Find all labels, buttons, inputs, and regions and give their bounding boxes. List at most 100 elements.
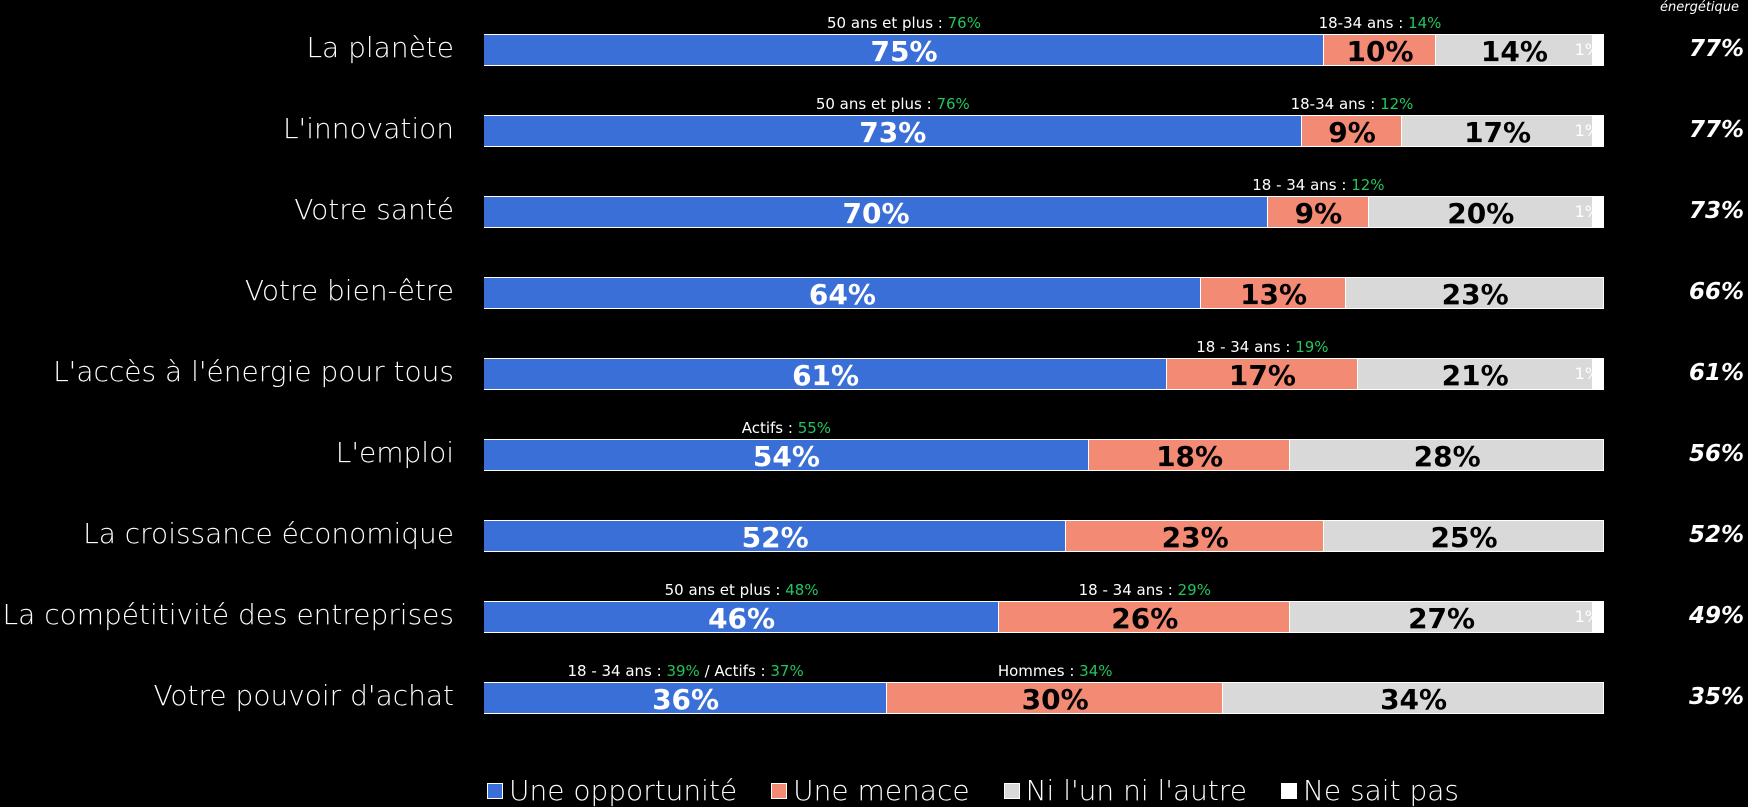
bar-segment xyxy=(1592,116,1604,146)
data-label: 1% xyxy=(1574,121,1600,140)
category-label: Votre santé xyxy=(294,193,454,226)
segment-annotation: Actifs : 55% xyxy=(742,421,831,436)
category-label: Votre pouvoir d'achat xyxy=(153,679,454,712)
segment-annotation: 18-34 ans : 14% xyxy=(1319,16,1442,31)
bar-segment xyxy=(1324,521,1604,551)
bar-segment xyxy=(1200,278,1347,308)
legend-label: Ni l'un ni l'autre xyxy=(1025,774,1247,807)
annotation-text: 18-34 ans : xyxy=(1290,95,1381,113)
legend-item: Ni l'un ni l'autre xyxy=(1003,774,1247,807)
bar-segment xyxy=(1346,278,1604,308)
data-label: 1% xyxy=(1574,202,1600,221)
legend-label: Une menace xyxy=(793,774,970,807)
bar-segment xyxy=(484,278,1201,308)
category-label: L'emploi xyxy=(335,436,454,469)
legend-swatch xyxy=(1280,782,1297,799)
bar-segment xyxy=(484,602,1000,632)
bar-segment xyxy=(1368,197,1593,227)
annotation-text: / Actifs : xyxy=(699,662,771,680)
annotation-value: 76% xyxy=(936,95,970,113)
segment-annotation: 18-34 ans : 12% xyxy=(1291,97,1414,112)
annotation-value: 14% xyxy=(1408,14,1442,32)
bar-segment xyxy=(484,359,1168,389)
side-note: énergétique xyxy=(1660,0,1740,15)
row-total: 49% xyxy=(1688,603,1744,629)
bar-segment xyxy=(1088,440,1291,470)
segment-annotation: 50 ans et plus : 76% xyxy=(827,16,981,31)
bar-segment xyxy=(1592,602,1604,632)
legend-swatch xyxy=(487,782,504,799)
bar-segment xyxy=(887,683,1224,713)
legend-item: Une opportunité xyxy=(487,774,737,807)
bar-segment xyxy=(1357,359,1593,389)
row-total: 77% xyxy=(1688,117,1744,143)
row-total: 73% xyxy=(1688,198,1744,224)
annotation-text: Actifs : xyxy=(741,419,798,437)
annotation-value: 37% xyxy=(770,662,804,680)
data-label: 1% xyxy=(1574,607,1600,626)
bar-segment xyxy=(484,197,1268,227)
segment-annotation: 18 - 34 ans : 12% xyxy=(1252,178,1384,193)
legend-swatch xyxy=(1003,782,1020,799)
bar-segment xyxy=(484,521,1067,551)
annotation-value: 48% xyxy=(785,581,819,599)
annotation-value: 55% xyxy=(797,419,832,437)
annotation-text: 50 ans et plus : xyxy=(827,14,948,32)
bar-segment xyxy=(484,683,888,713)
legend-label: Ne sait pas xyxy=(1302,774,1459,807)
row-total: 66% xyxy=(1688,279,1744,305)
bar-segment xyxy=(1592,359,1604,389)
category-label: Votre bien-être xyxy=(244,274,454,307)
bar-segment xyxy=(1290,440,1604,470)
bar-segment xyxy=(1324,35,1436,65)
bar-segment xyxy=(1592,197,1604,227)
segment-annotation: 50 ans et plus : 76% xyxy=(816,97,970,112)
category-label: La croissance économique xyxy=(83,517,454,550)
segment-annotation: Hommes : 34% xyxy=(998,664,1113,679)
annotation-value: 76% xyxy=(947,14,981,32)
row-total: 61% xyxy=(1688,360,1744,386)
bar-segment xyxy=(1167,359,1358,389)
bar-segment xyxy=(484,35,1324,65)
bar-segment xyxy=(1402,116,1593,146)
annotation-text: 50 ans et plus : xyxy=(664,581,786,599)
legend-swatch xyxy=(771,782,788,799)
segment-annotation: 18 - 34 ans : 19% xyxy=(1196,340,1328,355)
legend-item: Une menace xyxy=(771,774,970,807)
annotation-value: 12% xyxy=(1351,176,1385,194)
row-total: 52% xyxy=(1688,522,1744,548)
category-label: La compétitivité des entreprises xyxy=(2,598,454,631)
legend: Une opportunité Une menace Ni l'un ni l'au… xyxy=(0,774,1748,807)
bar-segment xyxy=(1436,35,1593,65)
bar-segment xyxy=(484,440,1089,470)
category-label: L'innovation xyxy=(282,112,454,145)
bar-segment xyxy=(1592,35,1604,65)
row-total: 56% xyxy=(1688,441,1744,467)
bar-segment xyxy=(1301,116,1403,146)
segment-annotation: 18 - 34 ans : 39% / Actifs : 37% xyxy=(567,664,803,679)
annotation-value: 34% xyxy=(1079,662,1113,680)
annotation-value: 19% xyxy=(1295,338,1329,356)
annotation-value: 12% xyxy=(1380,95,1414,113)
category-label: L'accès à l'énergie pour tous xyxy=(53,355,454,388)
annotation-text: 18 - 34 ans : xyxy=(1252,176,1352,194)
data-label: 1% xyxy=(1574,40,1600,59)
segment-annotation: 18 - 34 ans : 29% xyxy=(1079,583,1211,598)
bar-segment xyxy=(484,116,1302,146)
category-label: La planète xyxy=(306,31,454,64)
annotation-text: 18 - 34 ans : xyxy=(1078,581,1178,599)
bar-segment xyxy=(999,602,1291,632)
data-label: 1% xyxy=(1574,364,1600,383)
legend-label: Une opportunité xyxy=(509,774,738,807)
row-total: 77% xyxy=(1688,36,1744,62)
annotation-value: 29% xyxy=(1177,581,1211,599)
annotation-value: 39% xyxy=(666,662,700,680)
bar-segment xyxy=(1290,602,1593,632)
annotation-text: 50 ans et plus : xyxy=(815,95,937,113)
annotation-text: 18 - 34 ans : xyxy=(1196,338,1296,356)
annotation-text: 18 - 34 ans : xyxy=(567,662,667,680)
bar-segment xyxy=(1223,683,1604,713)
annotation-text: Hommes : xyxy=(997,662,1080,680)
segment-annotation: 50 ans et plus : 48% xyxy=(665,583,819,598)
